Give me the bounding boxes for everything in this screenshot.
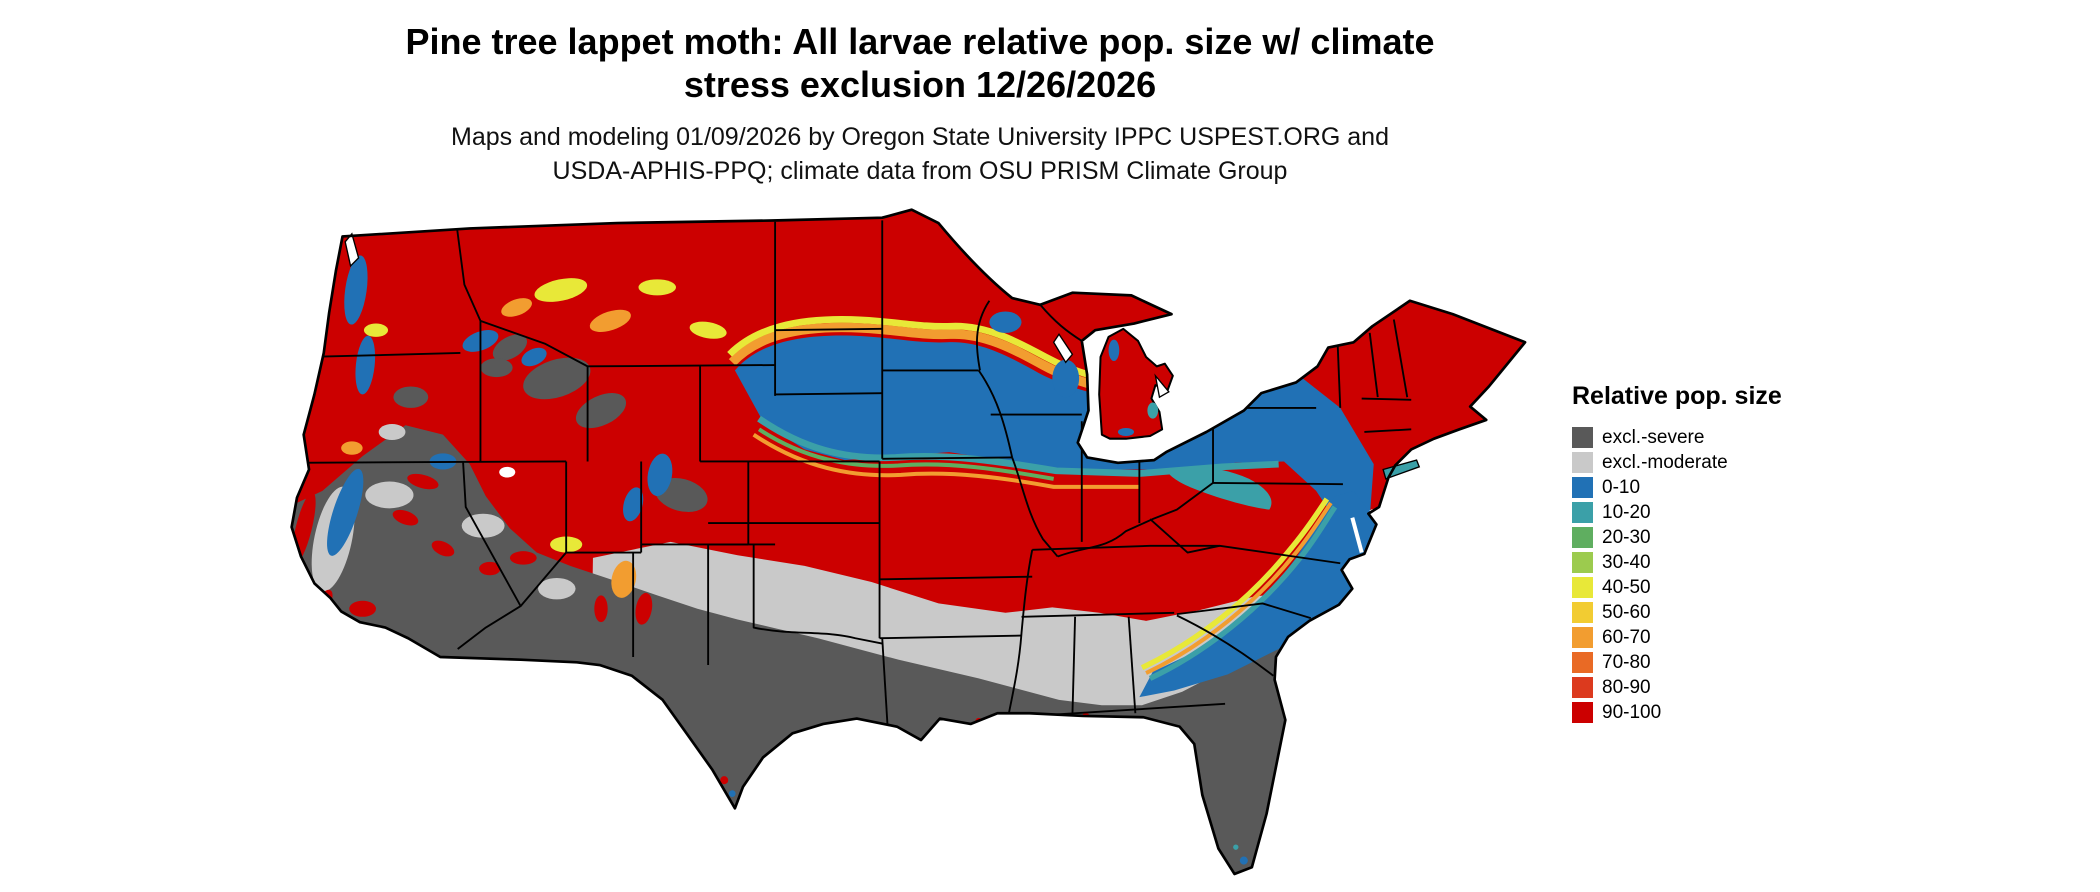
legend-title: Relative pop. size — [1572, 382, 1782, 410]
legend-label: 90-100 — [1602, 701, 1662, 723]
saginaw-bay — [1154, 373, 1170, 399]
legend-swatch — [1572, 502, 1593, 523]
subtitle: Maps and modeling 01/09/2026 by Oregon S… — [0, 120, 1840, 188]
legend-item: excl.-moderate — [1572, 450, 1782, 475]
legend-item: 80-90 — [1572, 675, 1782, 700]
long-island — [1382, 459, 1421, 480]
legend-item: 50-60 — [1572, 600, 1782, 625]
legend-swatch — [1572, 427, 1593, 448]
map-raster — [291, 209, 1526, 874]
legend-swatch — [1572, 527, 1593, 548]
legend-item: 0-10 — [1572, 475, 1782, 500]
legend-swatch — [1572, 677, 1593, 698]
legend: Relative pop. size excl.-severe excl.-mo… — [1572, 382, 1782, 725]
page-title-line1: Pine tree lappet moth: All larvae relati… — [405, 21, 1435, 62]
legend-swatch — [1572, 577, 1593, 598]
legend-label: 60-70 — [1602, 626, 1651, 648]
legend-item: 20-30 — [1572, 525, 1782, 550]
header: Pine tree lappet moth: All larvae relati… — [0, 20, 1840, 188]
legend-item: 90-100 — [1572, 700, 1782, 725]
legend-item: 10-20 — [1572, 500, 1782, 525]
legend-item: 70-80 — [1572, 650, 1782, 675]
legend-swatch — [1572, 627, 1593, 648]
legend-label: 50-60 — [1602, 601, 1651, 623]
legend-item: 40-50 — [1572, 575, 1782, 600]
legend-swatch — [1572, 702, 1593, 723]
legend-label: 70-80 — [1602, 651, 1651, 673]
legend-item: 60-70 — [1572, 625, 1782, 650]
legend-label: 0-10 — [1602, 476, 1641, 498]
legend-label: 10-20 — [1602, 501, 1651, 523]
us-map — [282, 207, 1528, 886]
legend-swatch — [1572, 452, 1593, 473]
page-title-line2: stress exclusion 12/26/2026 — [683, 64, 1157, 105]
legend-item: excl.-severe — [1572, 425, 1782, 450]
puget-sound — [344, 232, 360, 268]
chesapeake-bay — [1350, 517, 1364, 554]
legend-label: 40-50 — [1602, 576, 1651, 598]
legend-label: 30-40 — [1602, 551, 1651, 573]
legend-label: excl.-moderate — [1602, 451, 1728, 473]
legend-swatch — [1572, 477, 1593, 498]
legend-item: 30-40 — [1572, 550, 1782, 575]
subtitle-line2: USDA-APHIS-PPQ; climate data from OSU PR… — [552, 157, 1288, 185]
state-borders — [291, 220, 1412, 727]
legend-label: 80-90 — [1602, 676, 1651, 698]
legend-label: excl.-severe — [1602, 426, 1705, 448]
legend-swatch — [1572, 602, 1593, 623]
green-bay — [1052, 333, 1074, 364]
us-outline — [290, 208, 1527, 876]
legend-swatch — [1572, 552, 1593, 573]
us-map-svg — [290, 208, 1527, 876]
subtitle-line1: Maps and modeling 01/09/2026 by Oregon S… — [451, 123, 1389, 151]
legend-label: 20-30 — [1602, 526, 1651, 548]
legend-swatch — [1572, 652, 1593, 673]
